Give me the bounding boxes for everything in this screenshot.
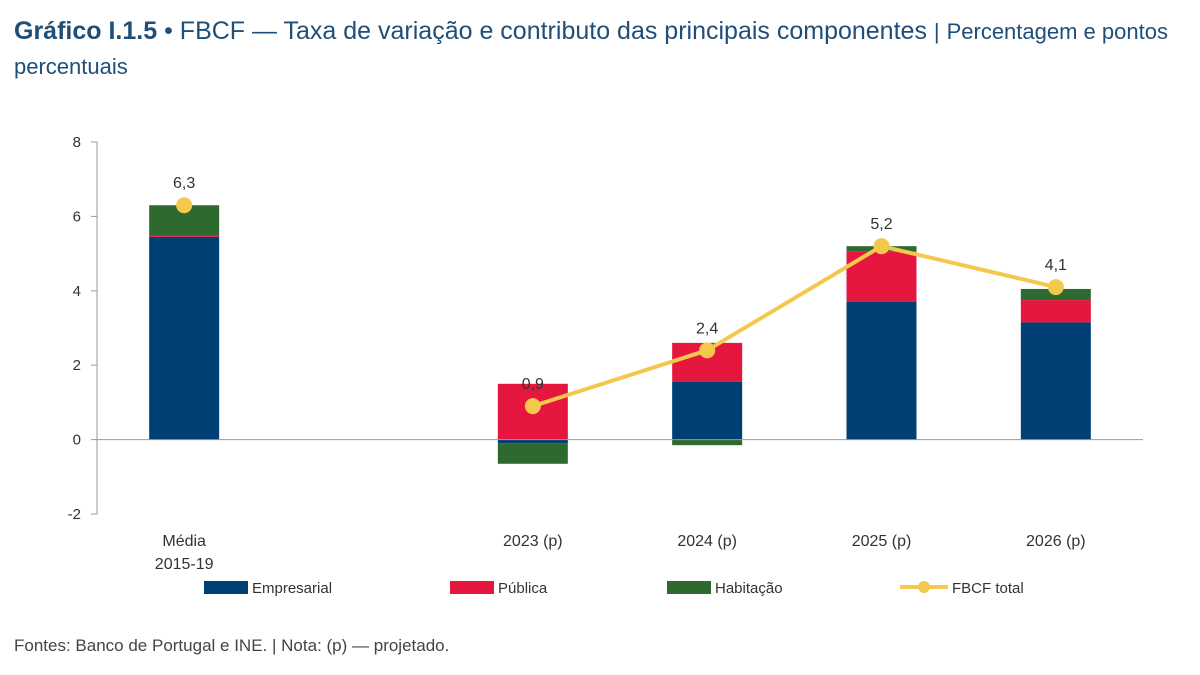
bar-empresarial [149, 236, 220, 440]
y-tick-label: 4 [73, 283, 81, 300]
bar-empresarial [1020, 322, 1091, 440]
bar-empresarial [672, 381, 743, 440]
bar-empresarial [846, 301, 917, 440]
legend-label: Empresarial [252, 580, 332, 597]
legend-label: FBCF total [952, 580, 1024, 597]
total-line [532, 244, 1057, 409]
y-tick-label: 8 [73, 134, 81, 151]
legend-swatch-empresarial [204, 581, 248, 594]
legend-swatch-publica [450, 581, 494, 594]
data-label: 4,1 [1045, 257, 1067, 274]
chart-number: Gráfico I.1.5 [14, 17, 158, 45]
y-tick-label: 6 [73, 208, 81, 225]
legend-label: Pública [498, 580, 548, 597]
total-point [873, 238, 890, 255]
projection-note: Nota: (p) — projetado. [281, 636, 450, 655]
bar-empresarial [497, 439, 568, 444]
y-tick-label: -2 [68, 506, 81, 523]
x-tick-label: 2024 (p) [677, 533, 737, 550]
data-label: 2,4 [696, 320, 718, 337]
sources-note: Fontes: Banco de Portugal e INE. [14, 636, 268, 655]
data-label: 6,3 [173, 175, 195, 192]
total-point [524, 398, 541, 415]
bar-publica [1020, 300, 1091, 323]
footer-separator: | [272, 636, 277, 655]
chart-title: Gráfico I.1.5 • FBCF — Taxa de variação … [14, 14, 1194, 84]
legend-swatch-habitacao [667, 581, 711, 594]
bar-habitacao [497, 443, 568, 464]
x-tick-label: 2023 (p) [503, 533, 563, 550]
data-label: 5,2 [870, 216, 892, 233]
bar-publica [149, 235, 220, 237]
y-tick-label: 0 [73, 432, 81, 449]
total-point [1047, 279, 1064, 296]
legend-label: Habitação [715, 580, 783, 597]
y-tick-label: 2 [73, 357, 81, 374]
data-label: 0,9 [522, 376, 544, 393]
chart-unit: Percentagem e pontos percentuais [14, 19, 1168, 79]
total-point [699, 342, 716, 359]
title-bullet: • [164, 17, 173, 45]
x-tick-label: Média 2015-19 [155, 533, 214, 573]
x-tick-label: 2026 (p) [1026, 533, 1086, 550]
bar-habitacao [672, 439, 743, 446]
chart-main-title: FBCF — Taxa de variação e contributo das… [179, 17, 927, 45]
x-tick-label: 2025 (p) [852, 533, 912, 550]
total-point [176, 197, 193, 214]
legend-marker-total [918, 581, 930, 593]
title-separator: | [933, 19, 940, 44]
chart-footer: Fontes: Banco de Portugal e INE. | Nota:… [14, 636, 449, 656]
